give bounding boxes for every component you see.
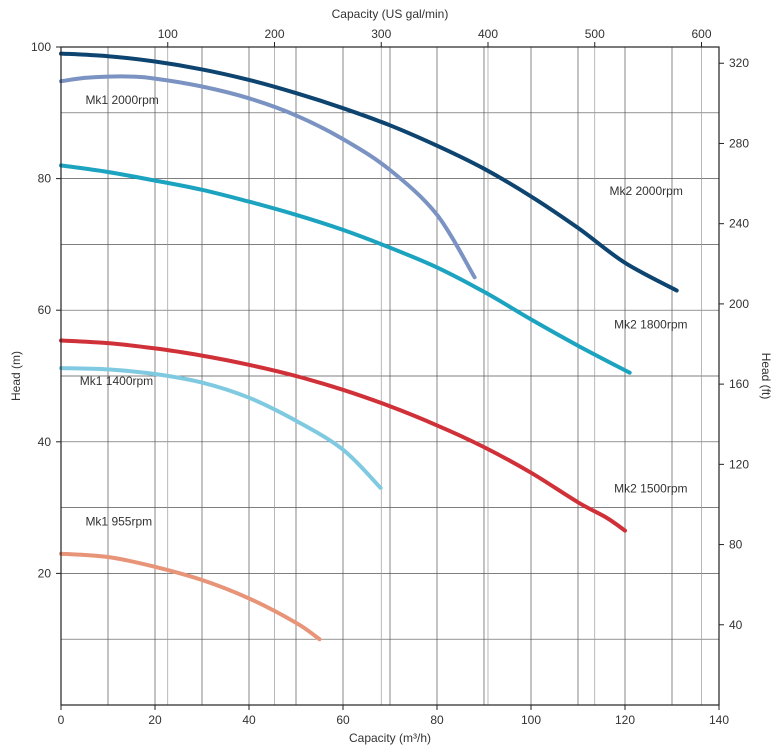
y2-tick-label-200: 200 bbox=[729, 297, 749, 311]
y2-tick-label-120: 120 bbox=[729, 457, 749, 471]
y2-tick-label-240: 240 bbox=[729, 217, 749, 231]
series-label-mk2-2000rpm: Mk2 2000rpm bbox=[609, 184, 682, 198]
x2-tick-label-400: 400 bbox=[478, 27, 498, 41]
series-label-mk2-1800rpm: Mk2 1800rpm bbox=[614, 318, 687, 332]
x2-tick-label-100: 100 bbox=[158, 27, 178, 41]
x-tick-label-100: 100 bbox=[521, 713, 541, 727]
series-line-mk2-1500rpm bbox=[59, 338, 627, 533]
series-line-mk2-2000rpm bbox=[59, 51, 679, 293]
tick-layer: 0 20 40 60 80 100 120 140 20 40 60 80 100 100 200 300 40… bbox=[31, 27, 749, 727]
x2-tick-label-600: 600 bbox=[691, 27, 711, 41]
x-tick-label-0: 0 bbox=[58, 713, 65, 727]
y-axis-title: Head (m) bbox=[9, 351, 23, 401]
y2-tick-label-320: 320 bbox=[729, 56, 749, 70]
y-tick-label-40: 40 bbox=[38, 435, 52, 449]
y-tick-label-20: 20 bbox=[38, 566, 52, 580]
series-layer bbox=[59, 51, 679, 642]
y2-tick-label-40: 40 bbox=[729, 618, 743, 632]
y2-axis-title: Head (ft) bbox=[759, 353, 773, 400]
y2-tick-label-80: 80 bbox=[729, 538, 743, 552]
x2-tick-label-500: 500 bbox=[585, 27, 605, 41]
x-tick-label-120: 120 bbox=[615, 713, 635, 727]
series-line-mk1-2000rpm bbox=[59, 74, 477, 280]
x-tick-label-140: 140 bbox=[709, 713, 729, 727]
y2-tick-label-280: 280 bbox=[729, 136, 749, 150]
x-axis-title: Capacity (m³/h) bbox=[349, 731, 431, 745]
x2-tick-label-200: 200 bbox=[264, 27, 284, 41]
x-tick-label-80: 80 bbox=[430, 713, 444, 727]
y-tick-label-80: 80 bbox=[38, 172, 52, 186]
series-label-mk2-1500rpm: Mk2 1500rpm bbox=[614, 481, 687, 495]
y-tick-label-100: 100 bbox=[31, 40, 51, 54]
series-label-layer: Mk2 2000rpm Mk1 2000rpm Mk2 1800rpm Mk2 150… bbox=[80, 93, 688, 528]
x-tick-label-20: 20 bbox=[148, 713, 162, 727]
series-line-mk2-1800rpm bbox=[59, 163, 632, 375]
x-tick-label-60: 60 bbox=[336, 713, 350, 727]
series-label-mk1-2000rpm: Mk1 2000rpm bbox=[85, 93, 158, 107]
x2-tick-label-300: 300 bbox=[371, 27, 391, 41]
series-line-mk1-1400rpm bbox=[59, 366, 383, 490]
series-label-mk1-1400rpm: Mk1 1400rpm bbox=[80, 374, 153, 388]
series-label-mk1-955rpm: Mk1 955rpm bbox=[85, 514, 152, 528]
y2-tick-label-160: 160 bbox=[729, 377, 749, 391]
x-tick-label-40: 40 bbox=[242, 713, 256, 727]
plot-frame bbox=[60, 46, 720, 706]
y-tick-label-60: 60 bbox=[38, 303, 52, 317]
x2-axis-title: Capacity (US gal/min) bbox=[332, 7, 449, 21]
series-line-mk1-955rpm bbox=[59, 551, 322, 642]
grid-layer bbox=[61, 47, 719, 705]
